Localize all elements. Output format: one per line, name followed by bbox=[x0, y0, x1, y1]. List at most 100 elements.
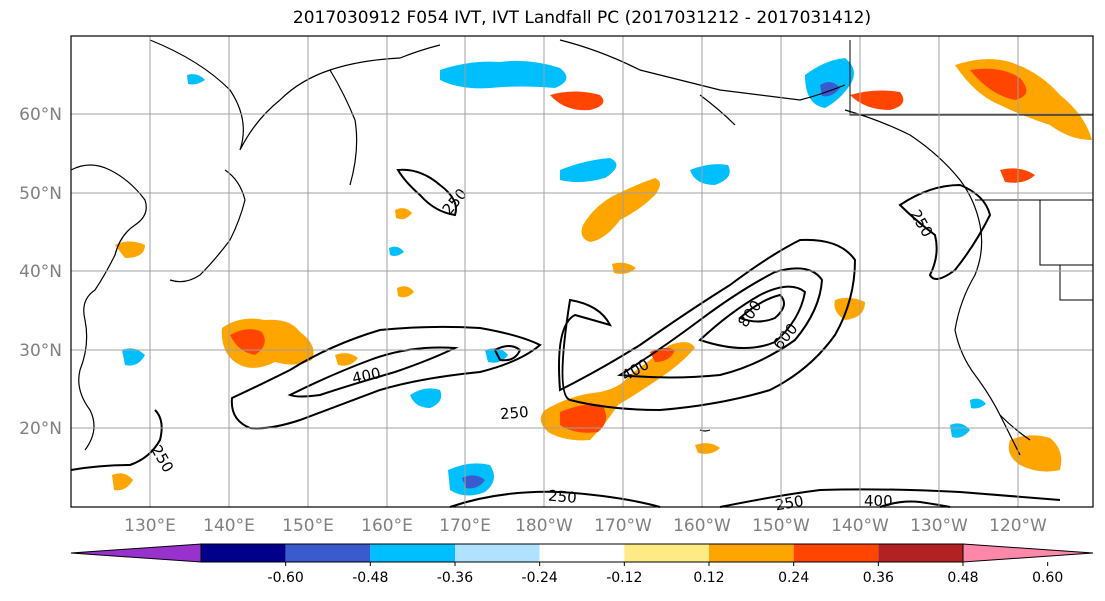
lat-label: 20°N bbox=[19, 419, 62, 439]
lon-label: 120°W bbox=[989, 516, 1047, 536]
lon-label: 130°E bbox=[124, 516, 176, 536]
negative-anomaly-small1 bbox=[485, 348, 508, 363]
colorbar-tick-label: 0.24 bbox=[778, 570, 809, 586]
positive-anomaly-mexico bbox=[1008, 435, 1062, 472]
colorbar-swatch bbox=[455, 544, 540, 562]
map-title: 2017030912 F054 IVT, IVT Landfall PC (20… bbox=[292, 8, 872, 28]
gridlines bbox=[71, 36, 1093, 507]
positive-anomaly-small6 bbox=[112, 473, 133, 491]
contour-label: 400 bbox=[864, 492, 893, 510]
coastline-alaska bbox=[559, 39, 846, 101]
coastline-hawaii bbox=[699, 429, 711, 432]
positive-anomaly-japan-core bbox=[230, 329, 265, 355]
positive-anomaly-central-core bbox=[560, 404, 607, 433]
lat-label: 50°N bbox=[19, 184, 62, 204]
contour-400-east bbox=[616, 267, 824, 379]
lat-label: 60°N bbox=[19, 105, 62, 125]
colorbar-tick-label: -0.36 bbox=[437, 570, 473, 586]
contour-400-south bbox=[879, 500, 951, 508]
colorbar-extend-min bbox=[70, 543, 202, 563]
colorbar-tick-label: -0.12 bbox=[606, 570, 642, 586]
negative-anomaly-small6 bbox=[970, 398, 986, 409]
lon-label: 160°W bbox=[673, 516, 731, 536]
colorbar-outline bbox=[200, 543, 964, 563]
negative-anomaly-small5 bbox=[389, 246, 404, 256]
negative-anomaly-north2 bbox=[690, 164, 730, 185]
colorbar-tick-label: -0.60 bbox=[268, 570, 304, 586]
negative-anomaly-south-core bbox=[462, 475, 485, 489]
negative-anomaly-bering bbox=[440, 60, 567, 89]
contour-250-east bbox=[558, 238, 857, 412]
colorbar-swatch bbox=[878, 544, 963, 562]
positive-anomaly-small4 bbox=[335, 353, 358, 366]
colorbar-swatch bbox=[624, 544, 709, 562]
positive-anomaly-north bbox=[581, 178, 660, 242]
longitude-labels: 130°E 140°E 150°E 160°E 170°E 180°W 170°… bbox=[124, 516, 1047, 536]
coastline-baja bbox=[999, 414, 1031, 441]
positive-anomaly-bering bbox=[550, 91, 604, 111]
lat-label: 30°N bbox=[19, 341, 62, 361]
contour-250-south1 bbox=[449, 490, 661, 508]
contour-600-east bbox=[698, 285, 807, 350]
lon-label: 140°W bbox=[831, 516, 889, 536]
coastline-alaska-peninsula bbox=[699, 94, 736, 126]
contour-250-north bbox=[396, 168, 457, 217]
positive-anomaly-china bbox=[115, 241, 145, 258]
positive-anomaly-gulf bbox=[850, 90, 904, 110]
colorbar-extend-max bbox=[962, 543, 1094, 563]
contour-label: 250 bbox=[774, 492, 805, 515]
contour-250-west bbox=[230, 325, 542, 430]
contour-250-southwest bbox=[70, 409, 163, 471]
contour-label: 400 bbox=[351, 364, 383, 388]
border-alaska-canada bbox=[849, 40, 1093, 116]
map-frame bbox=[70, 35, 1094, 508]
contour-800-east bbox=[738, 293, 785, 323]
lon-label: 170°E bbox=[439, 516, 491, 536]
colorbar-swatch bbox=[285, 544, 371, 562]
positive-anomaly-small2 bbox=[397, 286, 414, 298]
pc-shading bbox=[112, 58, 1092, 496]
colorbar-swatch bbox=[793, 544, 879, 562]
colorbar-tick-label: 0.36 bbox=[863, 570, 894, 586]
coastline-japan bbox=[169, 169, 246, 283]
contour-label: 250 bbox=[547, 487, 577, 507]
positive-anomaly-east bbox=[834, 297, 865, 320]
coastline-kamchatka bbox=[329, 69, 358, 186]
contour-250-coast bbox=[898, 183, 992, 280]
colorbar-tick-label: -0.24 bbox=[522, 570, 558, 586]
lon-label: 160°E bbox=[361, 516, 413, 536]
colorbar-swatch bbox=[370, 544, 455, 562]
lon-label: 150°W bbox=[752, 516, 810, 536]
colorbar-swatch bbox=[709, 544, 794, 562]
ivt-contours bbox=[70, 168, 1061, 508]
positive-anomaly-small5 bbox=[695, 443, 720, 454]
coastline-asia bbox=[70, 164, 147, 451]
lon-label: 130°W bbox=[910, 516, 968, 536]
colorbar: -0.60 -0.48 -0.36 -0.24 -0.12 0.12 0.24 0.36 0.4… bbox=[70, 543, 1094, 586]
borders bbox=[849, 40, 1093, 301]
positive-anomaly-small1 bbox=[395, 208, 412, 220]
negative-anomaly-small4 bbox=[187, 74, 205, 85]
colorbar-swatch bbox=[201, 544, 286, 562]
border-states-1 bbox=[1039, 200, 1093, 266]
lon-label: 140°E bbox=[203, 516, 255, 536]
contour-label: 250 bbox=[499, 403, 529, 423]
negative-anomaly-mid bbox=[410, 388, 442, 408]
colorbar-tick-label: 0.60 bbox=[1032, 570, 1063, 586]
lon-label: 170°W bbox=[594, 516, 652, 536]
lon-label: 150°E bbox=[282, 516, 334, 536]
colorbar-tick-label: 0.48 bbox=[947, 570, 978, 586]
positive-anomaly-canada-core bbox=[970, 68, 1027, 100]
colorbar-tick-label: -0.48 bbox=[352, 570, 388, 586]
latitude-labels: 60°N 50°N 40°N 30°N 20°N bbox=[19, 105, 62, 439]
lon-label: 180°W bbox=[515, 516, 573, 536]
colorbar-swatches bbox=[70, 543, 1094, 563]
map-panel: 250 250 250 400 400 600 800 250 250 400 … bbox=[70, 35, 1094, 515]
negative-anomaly-north1 bbox=[560, 158, 617, 183]
coastline-westcoast bbox=[844, 109, 1021, 456]
colorbar-tick-label: 0.12 bbox=[693, 570, 724, 586]
contour-400-west bbox=[287, 346, 459, 398]
border-states-2 bbox=[1059, 265, 1093, 301]
lat-label: 40°N bbox=[19, 262, 62, 282]
